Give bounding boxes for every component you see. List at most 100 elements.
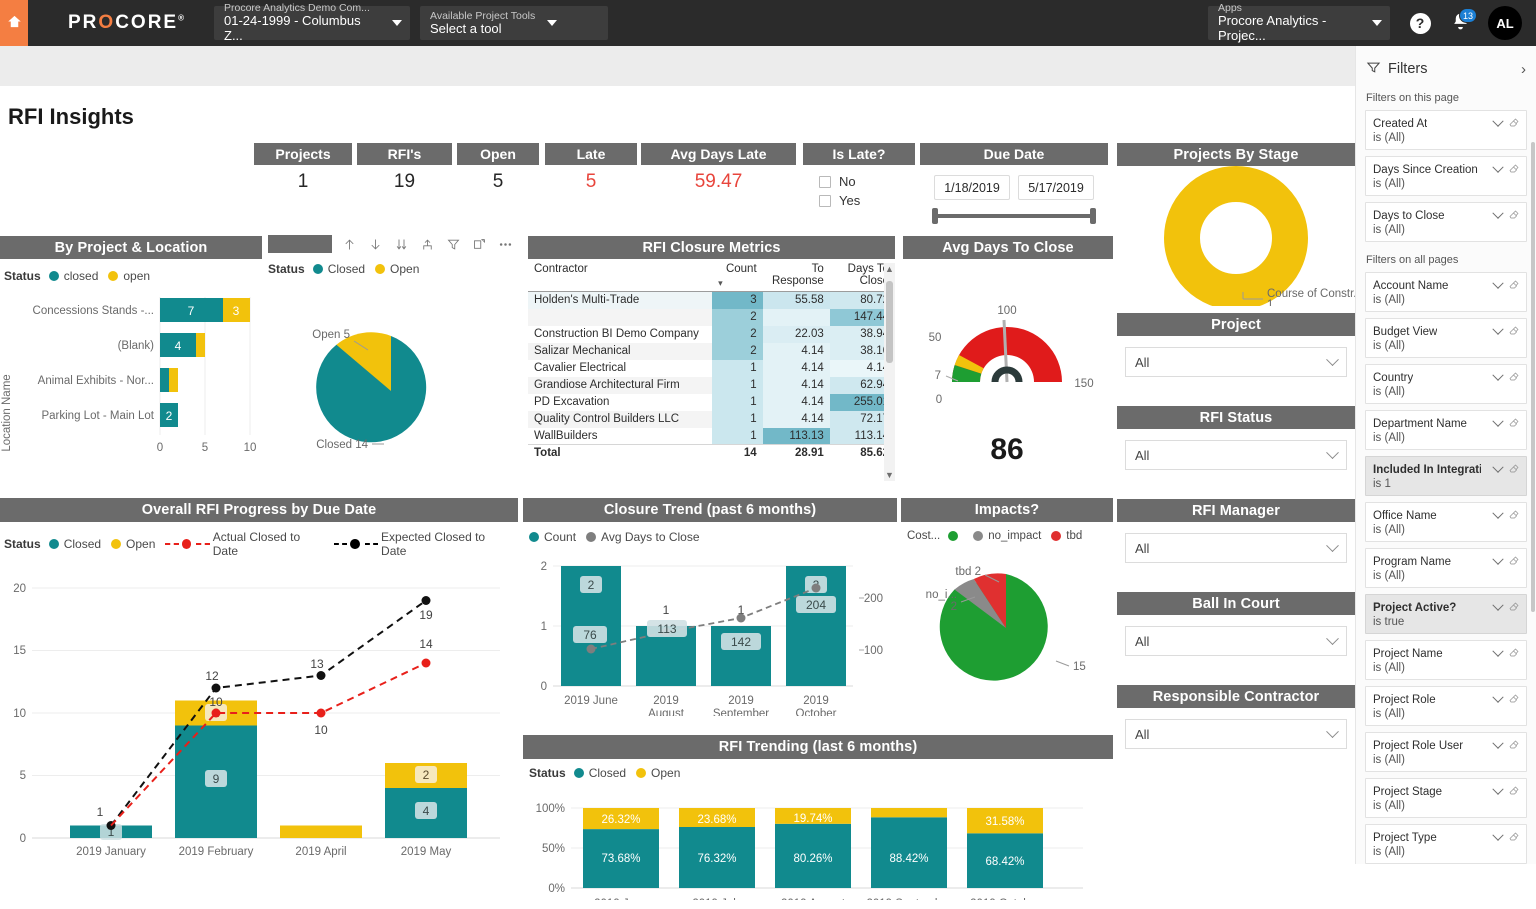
- clear-filter-icon[interactable]: [1508, 116, 1520, 131]
- help-button[interactable]: ?: [1408, 11, 1432, 35]
- data-point[interactable]: [316, 671, 326, 680]
- data-point[interactable]: [421, 658, 431, 668]
- table-row[interactable]: WallBuilders 1 113.13 113.14: [528, 427, 895, 445]
- slider-handle-right[interactable]: [1090, 208, 1096, 224]
- bar-segment-closed[interactable]: [160, 333, 196, 357]
- chevron-down-icon[interactable]: [1492, 115, 1504, 127]
- due-date-end-input[interactable]: 5/17/2019: [1018, 175, 1094, 200]
- chevron-down-icon[interactable]: [1492, 737, 1504, 749]
- table-row[interactable]: PD Excavation 1 4.14 255.01: [528, 393, 895, 411]
- pie-slice-open[interactable]: [336, 332, 391, 391]
- legend-item-closed[interactable]: Closed: [48, 537, 101, 551]
- bar-segment-open[interactable]: [679, 808, 755, 827]
- chevron-down-icon[interactable]: [1492, 553, 1504, 565]
- legend-item-closed[interactable]: Closed: [312, 262, 365, 276]
- chevron-down-icon[interactable]: [1492, 599, 1504, 611]
- apps-selector[interactable]: Apps Procore Analytics - Projec...: [1208, 2, 1390, 43]
- clear-filter-icon[interactable]: [1508, 278, 1520, 293]
- filter-card[interactable]: Project Stage is (All): [1365, 778, 1527, 818]
- data-point[interactable]: [316, 708, 326, 718]
- filter-card[interactable]: Account Name is (All): [1365, 272, 1527, 312]
- filter-card[interactable]: Days Since Creation is (All): [1365, 156, 1527, 196]
- chevron-down-icon[interactable]: [1492, 277, 1504, 289]
- filter-card[interactable]: Project Active? is true: [1365, 594, 1527, 634]
- chevron-down-icon[interactable]: [1492, 783, 1504, 795]
- arrow-down-icon[interactable]: [368, 237, 383, 252]
- clear-filter-icon[interactable]: [1508, 208, 1520, 223]
- legend-item-blank[interactable]: [948, 531, 963, 541]
- line-actual-closed[interactable]: [110, 662, 427, 827]
- legend-item-open[interactable]: open: [108, 269, 150, 283]
- clear-filter-icon[interactable]: [1508, 692, 1520, 707]
- legend-item-tbd[interactable]: tbd: [1051, 530, 1082, 542]
- clear-filter-icon[interactable]: [1508, 508, 1520, 523]
- chevron-down-icon[interactable]: [1492, 207, 1504, 219]
- due-date-slider[interactable]: [932, 208, 1096, 224]
- pie-slice-closed[interactable]: [316, 336, 427, 443]
- bar-segment-closed[interactable]: [160, 403, 178, 427]
- col-header-count[interactable]: Count ▾: [718, 263, 757, 288]
- legend-item-avg-days[interactable]: Avg Days to Close: [586, 530, 700, 544]
- slicer-dropdown-rfi-manager[interactable]: All: [1125, 533, 1347, 563]
- filter-icon[interactable]: [446, 237, 461, 252]
- legend-item-open[interactable]: Open: [636, 766, 680, 780]
- table-row[interactable]: Salizar Mechanical 2 4.14 38.16: [528, 342, 895, 360]
- table-row[interactable]: Holden's Multi-Trade 3 55.58 80.72: [528, 291, 895, 309]
- legend-item-actual-closed[interactable]: Actual Closed to Date: [165, 530, 323, 558]
- pie-slice-tbd[interactable]: [973, 573, 1006, 628]
- filter-card[interactable]: Country is (All): [1365, 364, 1527, 404]
- chevron-down-icon[interactable]: [1492, 461, 1504, 473]
- bar-segment-open[interactable]: [196, 333, 205, 357]
- filter-card[interactable]: Project Role User is (All): [1365, 732, 1527, 772]
- scrollbar-thumb[interactable]: [886, 281, 893, 363]
- is-late-option-yes[interactable]: Yes: [819, 193, 915, 208]
- bar-segment-closed[interactable]: [160, 368, 169, 392]
- clear-filter-icon[interactable]: [1508, 370, 1520, 385]
- donut-slice-course-of-construction[interactable]: [1164, 166, 1308, 310]
- legend-item-expected-closed[interactable]: Expected Closed to Date: [333, 530, 508, 558]
- table-row[interactable]: Construction BI Demo Company 2 22.03 38.…: [528, 325, 895, 343]
- bar-segment-open[interactable]: [223, 298, 250, 322]
- chevron-down-icon[interactable]: [1492, 415, 1504, 427]
- data-point[interactable]: [211, 708, 221, 718]
- chevron-down-icon[interactable]: [1492, 829, 1504, 841]
- scroll-up-icon[interactable]: ▲: [885, 264, 894, 274]
- bar-segment-open[interactable]: [169, 368, 178, 392]
- bar-segment-open[interactable]: [967, 808, 1043, 834]
- sort-descending-icon[interactable]: [394, 237, 409, 252]
- data-point[interactable]: [211, 683, 221, 693]
- more-options-icon[interactable]: [498, 237, 513, 252]
- pie-slice-no-impact[interactable]: [954, 579, 1007, 628]
- chevron-down-icon[interactable]: [1492, 507, 1504, 519]
- chevron-down-icon[interactable]: [1492, 691, 1504, 703]
- data-point[interactable]: [586, 644, 596, 654]
- table-scrollbar[interactable]: ▲ ▼: [884, 263, 895, 481]
- chevron-down-icon[interactable]: [1492, 645, 1504, 657]
- clear-filter-icon[interactable]: [1508, 554, 1520, 569]
- slicer-dropdown-responsible-contractor[interactable]: All: [1125, 719, 1347, 749]
- data-point[interactable]: [811, 583, 821, 593]
- table-row[interactable]: Grandiose Architectural Firm 1 4.14 62.9…: [528, 376, 895, 394]
- chevron-down-icon[interactable]: [1492, 323, 1504, 335]
- filter-card[interactable]: Days to Close is (All): [1365, 202, 1527, 242]
- scroll-down-icon[interactable]: ▼: [885, 470, 894, 480]
- filter-card[interactable]: Program Name is (All): [1365, 548, 1527, 588]
- clear-filter-icon[interactable]: [1508, 738, 1520, 753]
- chevron-right-icon[interactable]: ›: [1521, 60, 1526, 78]
- legend-item-open[interactable]: Open: [111, 537, 155, 551]
- filter-card[interactable]: Created At is (All): [1365, 110, 1527, 150]
- clear-filter-icon[interactable]: [1508, 162, 1520, 177]
- slicer-dropdown-project[interactable]: All: [1125, 347, 1347, 377]
- chevron-down-icon[interactable]: [1492, 161, 1504, 173]
- filter-card[interactable]: Project Type is (All): [1365, 824, 1527, 864]
- data-point[interactable]: [736, 613, 746, 623]
- table-row[interactable]: Cavalier Electrical 1 4.14 4.14: [528, 359, 895, 377]
- filter-card[interactable]: Department Name is (All): [1365, 410, 1527, 450]
- due-date-start-input[interactable]: 1/18/2019: [934, 175, 1010, 200]
- bar-segment-open[interactable]: [775, 808, 851, 824]
- legend-item-open[interactable]: Open: [375, 262, 419, 276]
- clear-filter-icon[interactable]: [1508, 830, 1520, 845]
- col-header-days-to-close[interactable]: Days To Close: [847, 263, 889, 287]
- slider-handle-left[interactable]: [932, 208, 938, 224]
- clear-filter-icon[interactable]: [1508, 462, 1520, 477]
